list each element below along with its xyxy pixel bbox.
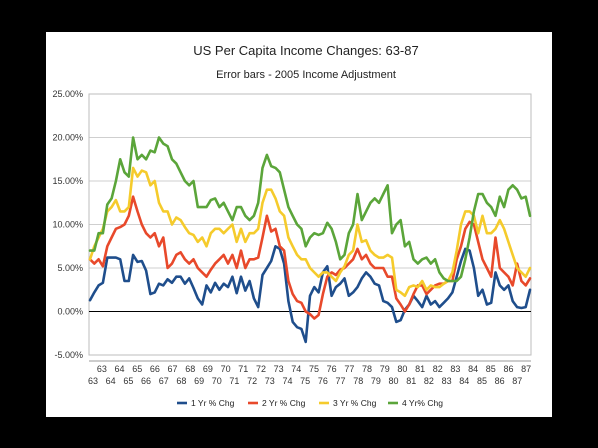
x-tick-label: 72 bbox=[247, 376, 257, 386]
y-tick-label: 0.00% bbox=[57, 307, 83, 317]
x-tick-label: 67 bbox=[159, 376, 169, 386]
y-tick-label: 25.00% bbox=[52, 89, 83, 99]
legend-label: 3 Yr % Chg bbox=[333, 398, 377, 408]
series-line-4 bbox=[88, 136, 532, 283]
x-axis-ticks: 63 63 64 64 65 65 66 66 67 67 68 68 69 69 70 70 71 71 72 72… bbox=[88, 360, 531, 386]
x-tick-label: 65 bbox=[123, 376, 133, 386]
x-tick-label: 64 bbox=[106, 376, 116, 386]
plot-area-border bbox=[88, 93, 532, 356]
x-tick-label: 68 bbox=[185, 364, 195, 374]
y-tick-label: 10.00% bbox=[52, 220, 83, 230]
x-tick-label: 80 bbox=[397, 364, 407, 374]
x-tick-label: 63 bbox=[88, 376, 98, 386]
x-tick-label: 65 bbox=[132, 364, 142, 374]
x-tick-label: 72 bbox=[256, 364, 266, 374]
x-tick-label: 77 bbox=[344, 364, 354, 374]
x-tick-label: 83 bbox=[450, 364, 460, 374]
x-tick-label: 70 bbox=[221, 364, 231, 374]
x-tick-label: 78 bbox=[353, 376, 363, 386]
x-tick-label: 73 bbox=[265, 376, 275, 386]
x-tick-label: 67 bbox=[168, 364, 178, 374]
x-tick-label: 81 bbox=[415, 364, 425, 374]
x-tick-label: 74 bbox=[291, 364, 301, 374]
x-tick-label: 68 bbox=[176, 376, 186, 386]
series-line-3 bbox=[88, 166, 532, 298]
x-tick-label: 84 bbox=[459, 376, 469, 386]
legend-label: 2 Yr % Chg bbox=[262, 398, 306, 408]
x-tick-label: 75 bbox=[309, 364, 319, 374]
y-axis-ticks: -5.00% 0.00% 5.00% 10.00% 15.00% 20.00% 25.00% bbox=[52, 89, 83, 360]
series-line-2 bbox=[88, 195, 532, 320]
x-tick-label: 83 bbox=[442, 376, 452, 386]
x-tick-label: 81 bbox=[406, 376, 416, 386]
x-tick-label: 69 bbox=[194, 376, 204, 386]
x-tick-label: 80 bbox=[389, 376, 399, 386]
x-tick-label: 85 bbox=[477, 376, 487, 386]
x-tick-label: 76 bbox=[318, 376, 328, 386]
x-tick-label: 64 bbox=[115, 364, 125, 374]
x-tick-label: 82 bbox=[424, 376, 434, 386]
x-tick-label: 86 bbox=[495, 376, 505, 386]
x-tick-label: 77 bbox=[336, 376, 346, 386]
x-tick-label: 86 bbox=[503, 364, 513, 374]
chart-title: US Per Capita Income Changes: 63-87 bbox=[193, 43, 418, 58]
legend-label: 1 Yr % Chg bbox=[191, 398, 235, 408]
x-tick-label: 82 bbox=[433, 364, 443, 374]
x-tick-label: 69 bbox=[203, 364, 213, 374]
x-tick-label: 78 bbox=[362, 364, 372, 374]
x-tick-label: 87 bbox=[521, 364, 531, 374]
x-tick-label: 84 bbox=[468, 364, 478, 374]
y-tick-label: -5.00% bbox=[54, 350, 83, 360]
x-tick-label: 79 bbox=[371, 376, 381, 386]
x-tick-label: 79 bbox=[380, 364, 390, 374]
y-tick-label: 5.00% bbox=[57, 263, 83, 273]
x-tick-label: 70 bbox=[212, 376, 222, 386]
legend-label: 4 Yr% Chg bbox=[402, 398, 443, 408]
series-lines bbox=[88, 136, 532, 344]
x-tick-label: 75 bbox=[300, 376, 310, 386]
x-tick-label: 85 bbox=[486, 364, 496, 374]
y-tick-label: 20.00% bbox=[52, 133, 83, 143]
x-tick-label: 71 bbox=[229, 376, 239, 386]
series-line-1 bbox=[88, 245, 532, 344]
x-tick-label: 73 bbox=[274, 364, 284, 374]
x-tick-label: 71 bbox=[238, 364, 248, 374]
x-tick-label: 76 bbox=[327, 364, 337, 374]
chart-subtitle: Error bars - 2005 Income Adjustment bbox=[216, 69, 396, 81]
x-tick-label: 87 bbox=[512, 376, 522, 386]
x-tick-label: 66 bbox=[141, 376, 151, 386]
legend: 1 Yr % Chg 2 Yr % Chg 3 Yr % Chg 4 Yr% Chg bbox=[177, 398, 443, 408]
y-tick-label: 15.00% bbox=[52, 176, 83, 186]
x-tick-label: 74 bbox=[282, 376, 292, 386]
x-tick-label: 63 bbox=[97, 364, 107, 374]
x-tick-label: 66 bbox=[150, 364, 160, 374]
